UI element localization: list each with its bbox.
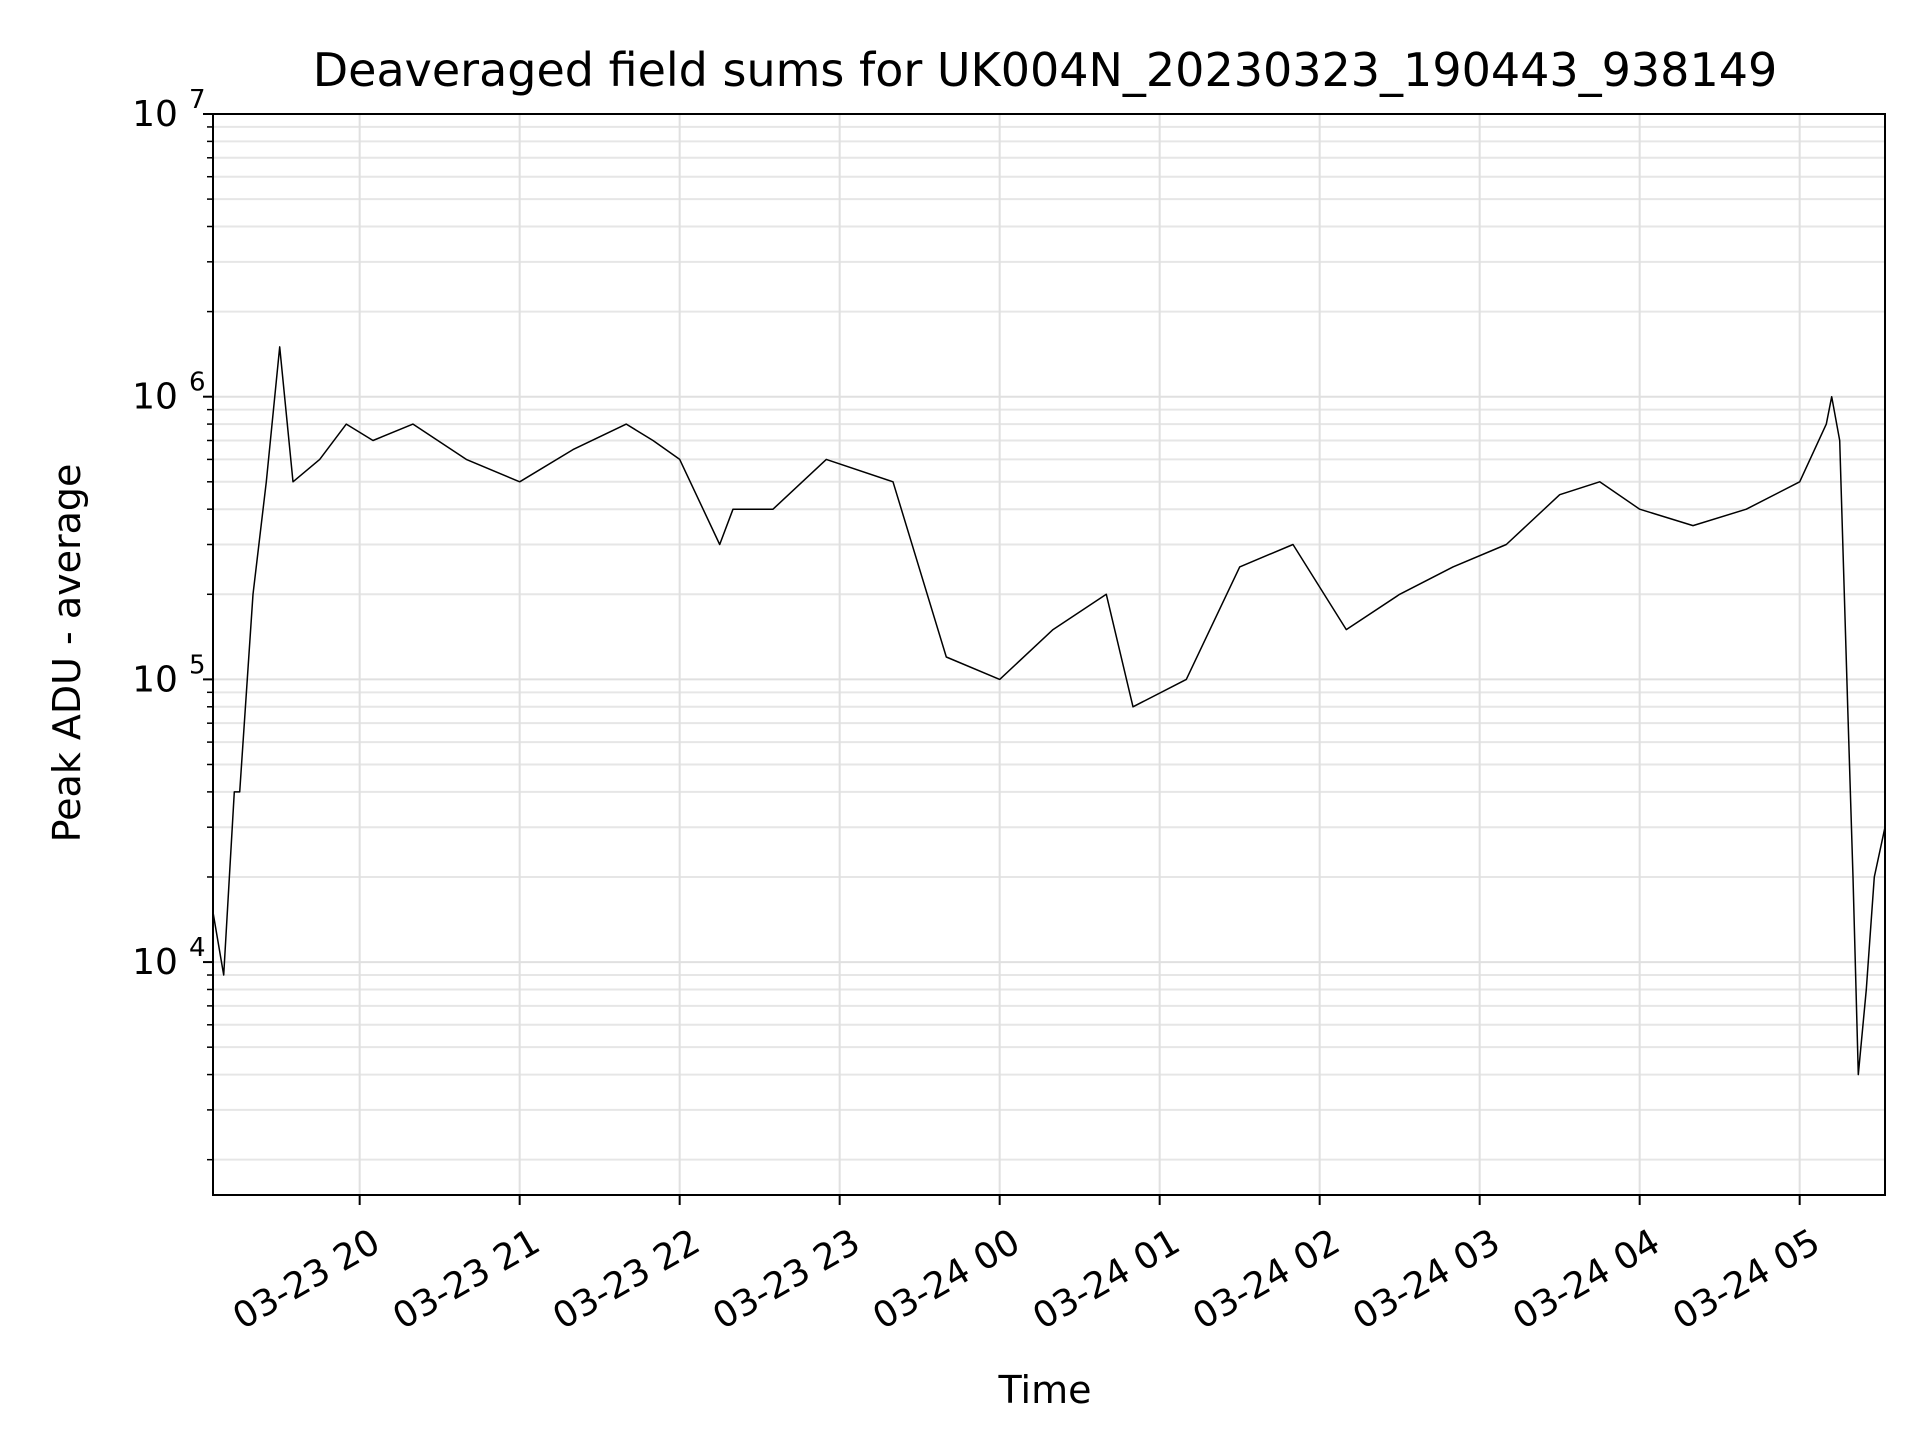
x-axis-label: Time — [998, 1368, 1092, 1412]
grid — [213, 113, 1885, 1195]
plot-frame — [212, 113, 1886, 1196]
y-axis-label: Peak ADU - average — [45, 464, 89, 843]
chart-title: Deaveraged field sums for UK004N_2023032… — [313, 43, 1778, 97]
series-layer — [212, 346, 1886, 1076]
y-tick-label-exponent: 4 — [189, 933, 206, 963]
y-tick-label: 10 — [132, 659, 178, 700]
y-tick-label: 10 — [132, 94, 178, 135]
y-tick-label: 10 — [132, 377, 178, 418]
y-tick-label: 10 — [132, 942, 178, 983]
y-tick-label-exponent: 6 — [189, 368, 206, 398]
y-tick-label-exponent: 5 — [189, 650, 206, 680]
y-tick-label-exponent: 7 — [189, 85, 206, 115]
series-line — [212, 346, 1886, 1076]
